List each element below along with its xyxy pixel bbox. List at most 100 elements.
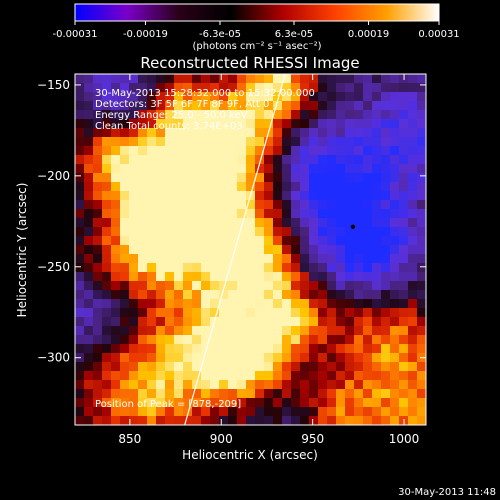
- heatmap-cell: [102, 119, 112, 129]
- heatmap-cell: [165, 83, 175, 93]
- heatmap-cell: [219, 326, 229, 336]
- heatmap-cell: [408, 92, 418, 102]
- heatmap-cell: [255, 119, 265, 129]
- heatmap-cell: [210, 92, 220, 102]
- heatmap-cell: [228, 137, 238, 147]
- heatmap-cell: [327, 182, 337, 192]
- heatmap-cell: [138, 335, 148, 345]
- heatmap-cell: [210, 362, 220, 372]
- heatmap-cell: [354, 200, 364, 210]
- heatmap-cell: [336, 380, 346, 390]
- heatmap-cell: [210, 155, 220, 165]
- heatmap-cell: [246, 371, 256, 381]
- heatmap-cell: [201, 353, 211, 363]
- heatmap-cell: [255, 218, 265, 228]
- heatmap-cell: [237, 326, 247, 336]
- heatmap-cell: [399, 200, 409, 210]
- heatmap-cell: [399, 362, 409, 372]
- heatmap-cell: [381, 263, 391, 273]
- heatmap-cell: [291, 353, 301, 363]
- heatmap-cell: [309, 263, 319, 273]
- heatmap-cell: [201, 317, 211, 327]
- heatmap-cell: [111, 101, 121, 111]
- heatmap-cell: [201, 389, 211, 399]
- heatmap-cell: [165, 335, 175, 345]
- heatmap-cell: [147, 164, 157, 174]
- cold-marker: [350, 224, 356, 229]
- heatmap-cell: [210, 128, 220, 138]
- heatmap-cell: [372, 290, 382, 300]
- heatmap-cell: [147, 128, 157, 138]
- heatmap-cell: [93, 146, 103, 156]
- heatmap-cell: [372, 362, 382, 372]
- heatmap-cell: [111, 92, 121, 102]
- heatmap-cell: [291, 119, 301, 129]
- heatmap-cell: [129, 92, 139, 102]
- heatmap-cell: [318, 101, 328, 111]
- heatmap-cell: [75, 200, 85, 210]
- heatmap-cell: [201, 164, 211, 174]
- heatmap-cell: [264, 137, 274, 147]
- heatmap-cell: [138, 344, 148, 354]
- heatmap-cell: [417, 74, 426, 84]
- heatmap-cell: [399, 164, 409, 174]
- heatmap-cell: [345, 200, 355, 210]
- heatmap-cell: [354, 83, 364, 93]
- heatmap-cell: [219, 146, 229, 156]
- heatmap-cell: [138, 317, 148, 327]
- heatmap-cell: [120, 119, 130, 129]
- heatmap-cell: [255, 92, 265, 102]
- heatmap-cell: [417, 407, 426, 417]
- heatmap-cell: [129, 236, 139, 246]
- heatmap-cell: [309, 137, 319, 147]
- heatmap-cell: [255, 398, 265, 408]
- heatmap-cell: [309, 416, 319, 425]
- heatmap-cell: [174, 227, 184, 237]
- heatmap-cell: [255, 227, 265, 237]
- heatmap-cell: [273, 272, 283, 282]
- heatmap-cell: [408, 128, 418, 138]
- heatmap-cell: [111, 398, 121, 408]
- heatmap-cell: [174, 173, 184, 183]
- heatmap-cell: [282, 344, 292, 354]
- heatmap-cell: [129, 254, 139, 264]
- heatmap-cell: [201, 218, 211, 228]
- heatmap-cell: [129, 209, 139, 219]
- heatmap-cell: [165, 137, 175, 147]
- heatmap-cell: [318, 146, 328, 156]
- heatmap-cell: [219, 209, 229, 219]
- heatmap-cell: [111, 236, 121, 246]
- heatmap-cell: [399, 317, 409, 327]
- heatmap-cell: [318, 254, 328, 264]
- heatmap-cell: [246, 137, 256, 147]
- heatmap-cell: [147, 200, 157, 210]
- heatmap-cell: [75, 227, 85, 237]
- heatmap-cell: [210, 371, 220, 381]
- heatmap-cell: [183, 92, 193, 102]
- heatmap-cell: [102, 281, 112, 291]
- heatmap-cell: [354, 74, 364, 84]
- heatmap-cell: [192, 155, 202, 165]
- heatmap-cell: [93, 416, 103, 425]
- heatmap-cell: [120, 110, 130, 120]
- heatmap-cell: [264, 209, 274, 219]
- heatmap-cell: [156, 101, 166, 111]
- heatmap-cell: [363, 209, 373, 219]
- heatmap-cell: [291, 272, 301, 282]
- heatmap-cell: [255, 128, 265, 138]
- heatmap-cell: [147, 209, 157, 219]
- heatmap-cell: [390, 308, 400, 318]
- heatmap-cell: [309, 371, 319, 381]
- heatmap-cell: [291, 290, 301, 300]
- heatmap-cell: [120, 272, 130, 282]
- heatmap-cell: [237, 209, 247, 219]
- heatmap-cell: [111, 263, 121, 273]
- y-tick-label: −250: [37, 260, 70, 274]
- heatmap-cell: [309, 227, 319, 237]
- heatmap-cell: [336, 110, 346, 120]
- heatmap-cell: [192, 218, 202, 228]
- heatmap-cell: [273, 110, 283, 120]
- heatmap-cell: [120, 218, 130, 228]
- heatmap-cell: [264, 371, 274, 381]
- heatmap-cell: [399, 146, 409, 156]
